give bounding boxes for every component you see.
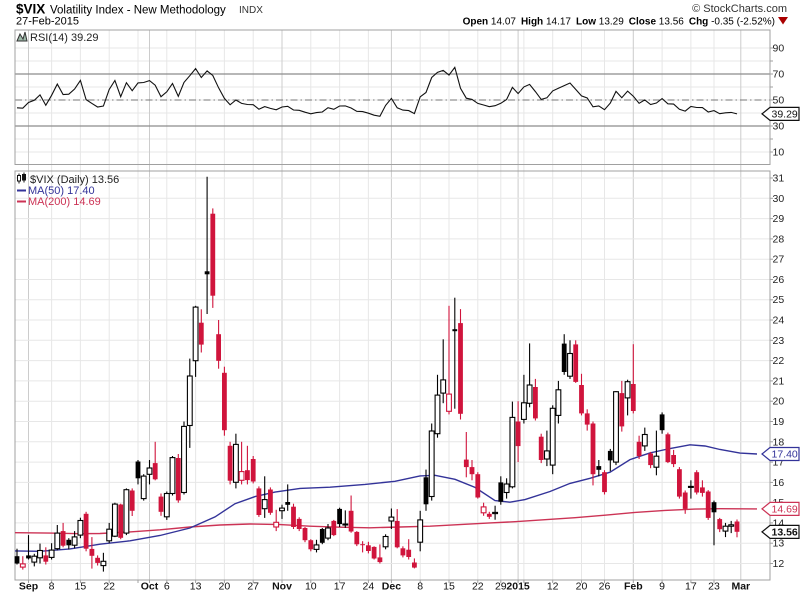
svg-text:31: 31 [773, 173, 785, 185]
svg-text:27: 27 [247, 581, 259, 593]
svg-text:15: 15 [443, 581, 455, 593]
svg-text:10: 10 [773, 147, 785, 159]
svg-text:22: 22 [103, 581, 115, 593]
svg-text:Oct: Oct [141, 581, 159, 593]
svg-text:12: 12 [547, 581, 559, 593]
svg-text:24: 24 [363, 581, 375, 593]
svg-text:23: 23 [708, 581, 720, 593]
svg-text:$VIX (Daily) 13.56: $VIX (Daily) 13.56 [30, 174, 119, 186]
svg-text:INDX: INDX [239, 5, 263, 16]
svg-text:20: 20 [219, 581, 231, 593]
svg-text:9: 9 [659, 581, 665, 593]
svg-text:27-Feb-2015: 27-Feb-2015 [16, 16, 79, 28]
svg-text:8: 8 [49, 581, 55, 593]
svg-text:Mar: Mar [731, 581, 750, 593]
svg-text:13.56: 13.56 [772, 527, 798, 539]
svg-text:20: 20 [576, 581, 588, 593]
svg-text:15: 15 [75, 581, 87, 593]
svg-text:24: 24 [773, 315, 785, 327]
svg-text:28: 28 [773, 233, 785, 245]
svg-text:17: 17 [685, 581, 697, 593]
svg-text:39.29: 39.29 [772, 109, 798, 121]
svg-text:MA(200) 14.69: MA(200) 14.69 [28, 196, 101, 208]
svg-text:$VIX: $VIX [16, 2, 45, 17]
svg-text:16: 16 [773, 477, 785, 489]
svg-text:14: 14 [773, 517, 785, 529]
svg-text:30: 30 [773, 121, 785, 133]
svg-text:Nov: Nov [272, 581, 292, 593]
svg-text:23: 23 [773, 335, 785, 347]
svg-text:30: 30 [773, 193, 785, 205]
svg-text:13: 13 [190, 581, 202, 593]
svg-text:26: 26 [599, 581, 611, 593]
svg-text:17: 17 [334, 581, 346, 593]
svg-text:8: 8 [417, 581, 423, 593]
svg-text:13: 13 [773, 538, 785, 550]
svg-text:50: 50 [773, 95, 785, 107]
svg-text:© StockCharts.com: © StockCharts.com [692, 3, 787, 15]
svg-text:2015: 2015 [506, 581, 530, 593]
svg-text:MA(50) 17.40: MA(50) 17.40 [28, 185, 95, 197]
svg-text:Volatility Index - New Methodo: Volatility Index - New Methodology [50, 5, 226, 17]
svg-text:21: 21 [773, 375, 785, 387]
svg-text:19: 19 [773, 416, 785, 428]
svg-text:27: 27 [773, 254, 785, 266]
svg-text:20: 20 [773, 396, 785, 408]
svg-text:14.69: 14.69 [772, 504, 798, 516]
svg-text:25: 25 [773, 294, 785, 306]
svg-text:29: 29 [495, 581, 507, 593]
svg-text:22: 22 [472, 581, 484, 593]
svg-text:Sep: Sep [19, 581, 38, 593]
svg-text:6: 6 [164, 581, 170, 593]
svg-text:12: 12 [773, 558, 785, 570]
svg-text:10: 10 [305, 581, 317, 593]
svg-text:17: 17 [773, 457, 785, 469]
svg-text:18: 18 [773, 436, 785, 448]
svg-text:17.40: 17.40 [772, 449, 798, 461]
svg-text:26: 26 [773, 274, 785, 286]
svg-text:Open 14.07 High 14.17 Low 13.2: Open 14.07 High 14.17 Low 13.29 Close 13… [463, 17, 775, 28]
svg-text:70: 70 [773, 69, 785, 81]
svg-text:90: 90 [773, 43, 785, 55]
svg-text:Feb: Feb [624, 581, 643, 593]
svg-text:29: 29 [773, 213, 785, 225]
svg-text:22: 22 [773, 355, 785, 367]
svg-text:Dec: Dec [382, 581, 401, 593]
svg-text:RSI(14) 39.29: RSI(14) 39.29 [30, 32, 98, 44]
